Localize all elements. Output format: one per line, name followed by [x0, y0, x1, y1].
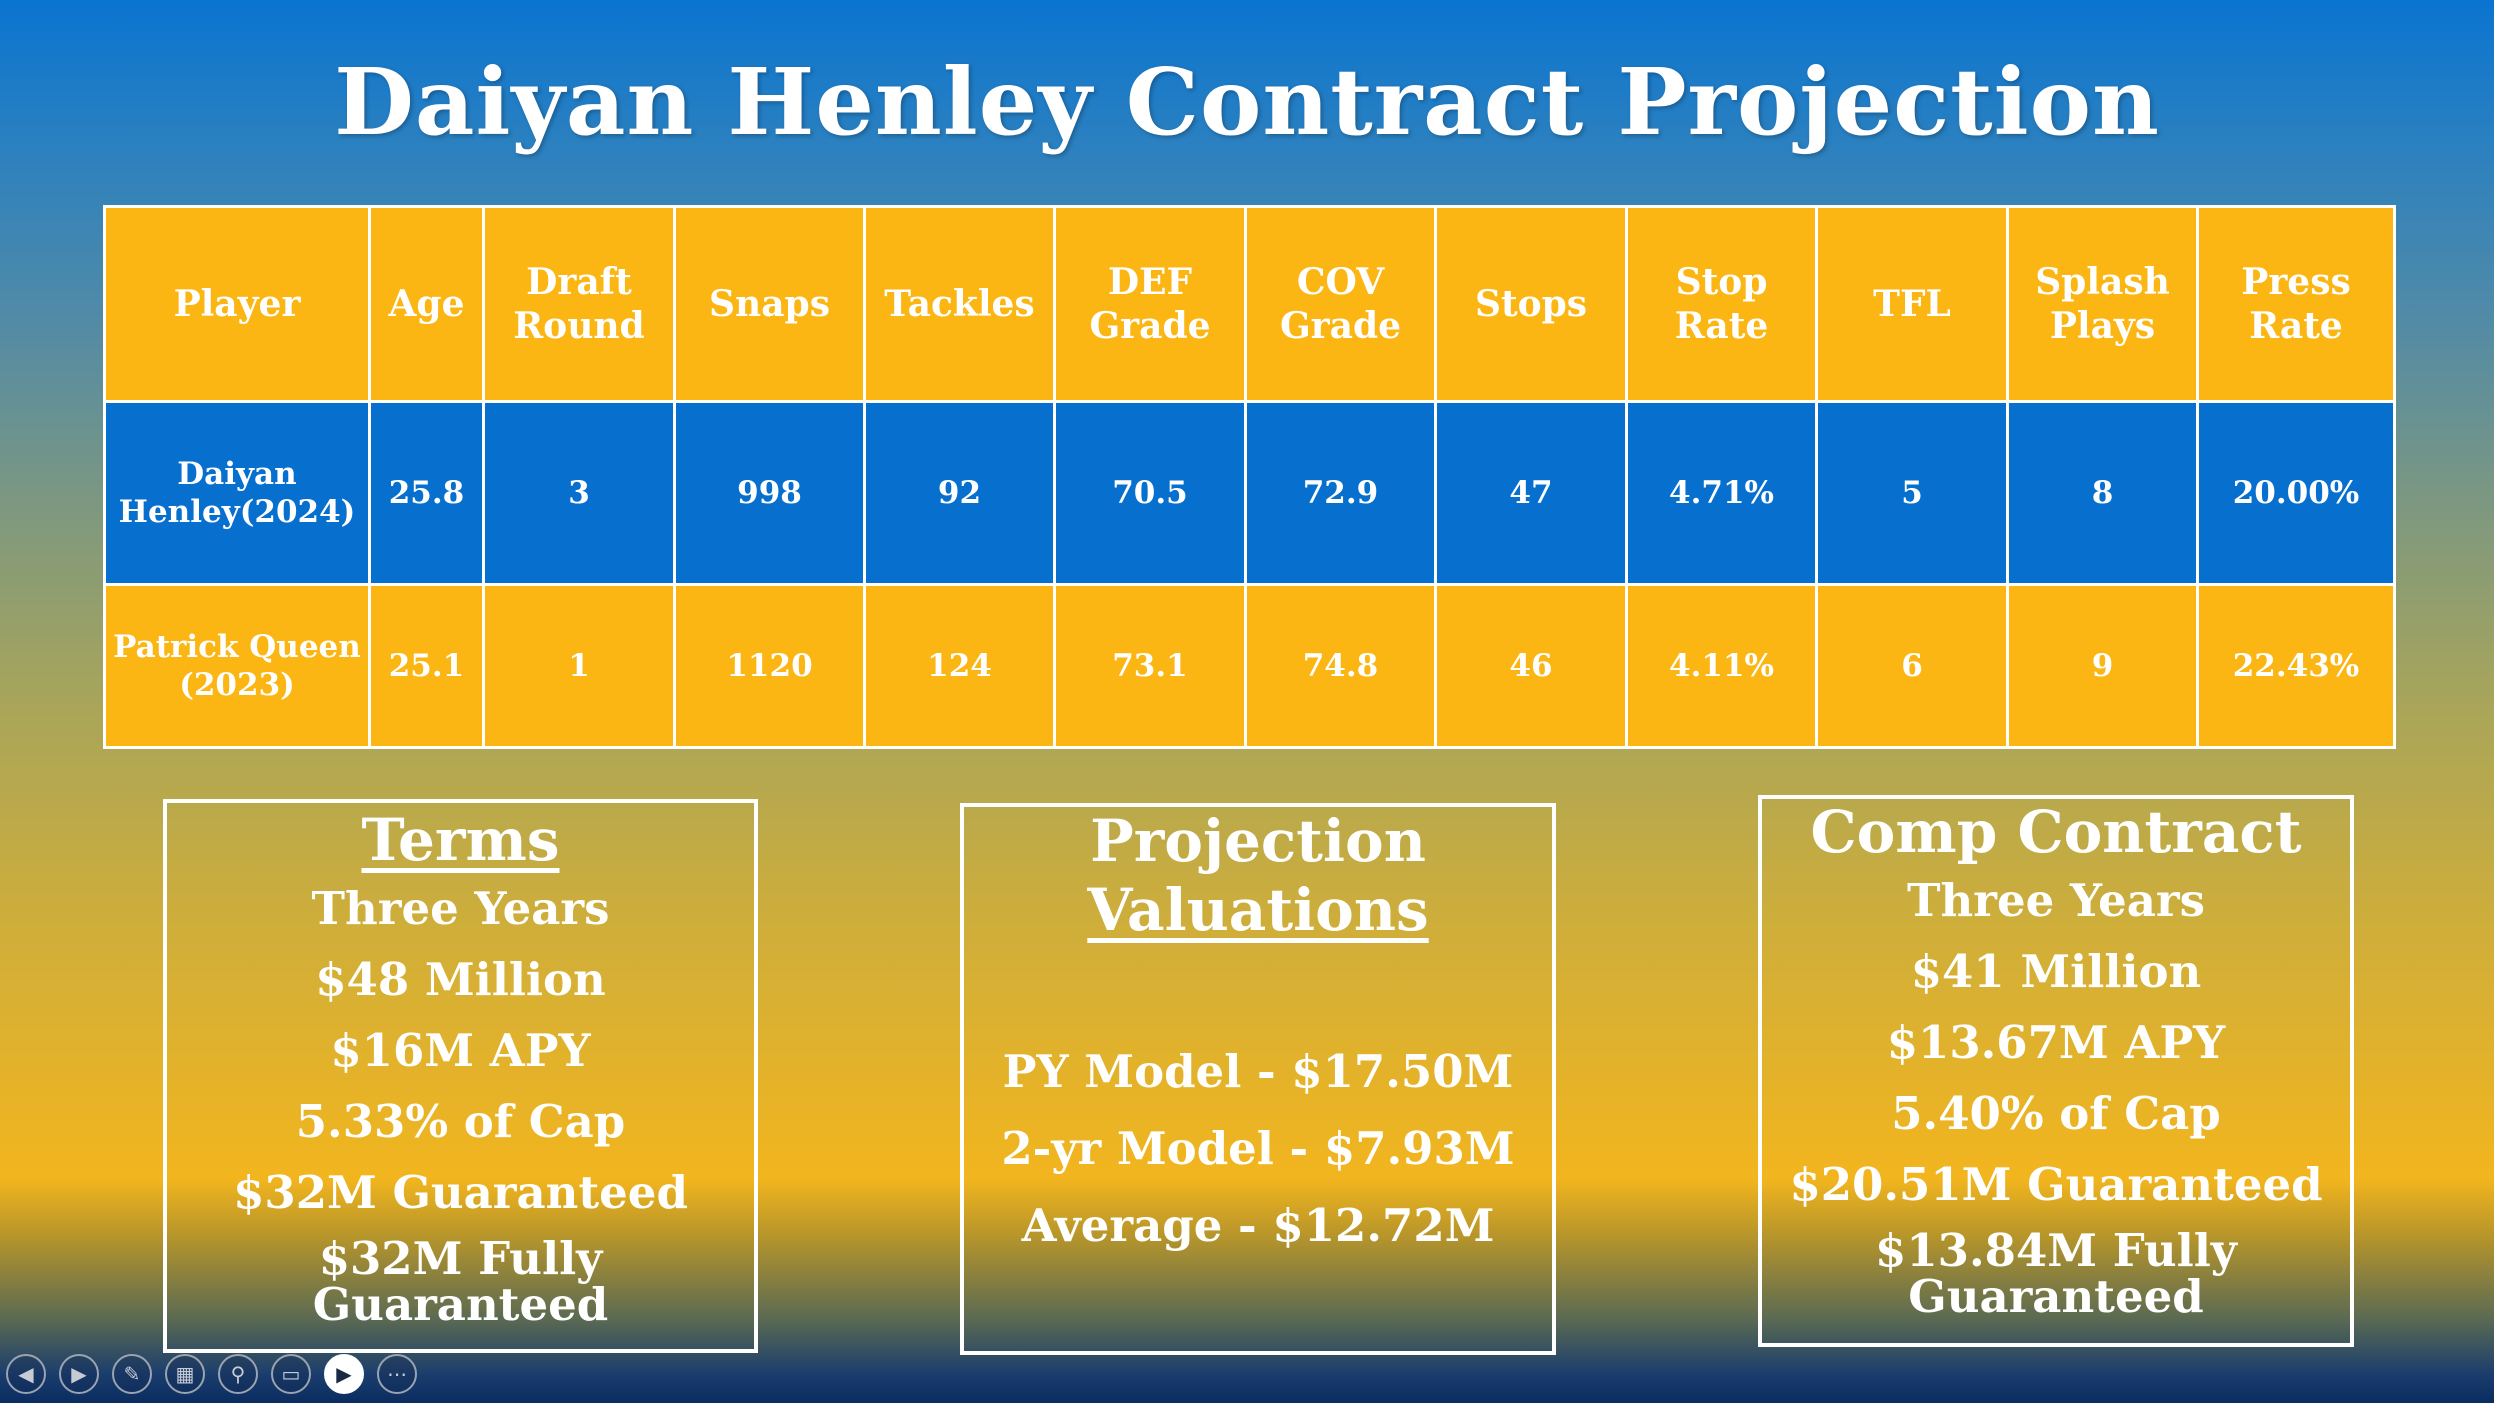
presentation-toolbar: ◀ ▶ ✎ ▦ ⚲ ▭ ▶ ⋯ [6, 1352, 417, 1396]
comp-line: $41 Million [1910, 945, 2202, 998]
table-cell: Patrick Queen (2023) [103, 583, 371, 749]
projection-line: Average - $12.72M [1021, 1199, 1495, 1252]
table-header-cell: TFL [1815, 205, 2009, 403]
more-options-icon[interactable]: ⋯ [377, 1354, 417, 1394]
comp-line: Three Years [1907, 874, 2205, 927]
table-row: Patrick Queen (2023) 25.1 1 1120 124 73.… [103, 583, 2396, 749]
table-cell: 73.1 [1053, 583, 1247, 749]
terms-line: Three Years [311, 882, 610, 935]
comp-line: 5.40% of Cap [1891, 1087, 2221, 1140]
table-cell: 8 [2006, 400, 2199, 586]
table-cell: 92 [863, 400, 1056, 586]
table-header-cell: Stops [1434, 205, 1628, 403]
projection-heading-underlined: Valuations [1087, 876, 1429, 944]
slide-title: Daiyan Henley Contract Projection [334, 48, 2160, 156]
subtitles-icon[interactable]: ▭ [271, 1354, 311, 1394]
previous-slide-icon[interactable]: ◀ [6, 1354, 46, 1394]
terms-heading: Terms [361, 806, 560, 874]
terms-line: $32M Guaranteed [233, 1166, 688, 1219]
comp-heading: Comp Contract [1810, 798, 2302, 866]
table-cell: 70.5 [1053, 400, 1247, 586]
zoom-icon[interactable]: ⚲ [218, 1354, 258, 1394]
table-cell: 25.8 [368, 400, 485, 586]
comp-line: $13.67M APY [1886, 1016, 2226, 1069]
comp-contract-box: Comp Contract Three Years $41 Million $1… [1758, 795, 2354, 1347]
table-cell: 3 [482, 400, 676, 586]
projection-line: 2-yr Model - $7.93M [1001, 1122, 1515, 1175]
table-cell: 998 [673, 400, 866, 586]
table-header-cell: Snaps [673, 205, 866, 403]
projection-line: PY Model - $17.50M [1002, 1045, 1514, 1098]
table-header-cell: Splash Plays [2006, 205, 2199, 403]
table-cell: 124 [863, 583, 1056, 749]
table-cell: Daiyan Henley(2024) [103, 400, 371, 586]
table-header-cell: Draft Round [482, 205, 676, 403]
table-cell: 5 [1815, 400, 2009, 586]
table-header-cell: Player [103, 205, 371, 403]
next-slide-icon[interactable]: ▶ [59, 1354, 99, 1394]
camera-icon[interactable]: ▶ [324, 1354, 364, 1394]
table-header-cell: Age [368, 205, 485, 403]
table-cell: 72.9 [1244, 400, 1437, 586]
table-row: Daiyan Henley(2024) 25.8 3 998 92 70.5 7… [103, 400, 2396, 586]
terms-line: $16M APY [330, 1024, 591, 1077]
terms-line: $32M Fully Guaranteed [312, 1232, 609, 1331]
table-cell: 1 [482, 583, 676, 749]
table-cell: 4.11% [1625, 583, 1818, 749]
projection-box: Projection Valuations PY Model - $17.50M… [960, 803, 1556, 1355]
slides-grid-icon[interactable]: ▦ [165, 1354, 205, 1394]
table-cell: 25.1 [368, 583, 485, 749]
stats-table: Player Age Draft Round Snaps Tackles DEF… [103, 205, 2396, 749]
table-cell: 4.71% [1625, 400, 1818, 586]
table-cell: 6 [1815, 583, 2009, 749]
table-header-cell: DEF Grade [1053, 205, 1247, 403]
table-cell: 20.00% [2196, 400, 2396, 586]
comp-line: $20.51M Guaranteed [1789, 1158, 2323, 1211]
pen-icon[interactable]: ✎ [112, 1354, 152, 1394]
table-header-cell: Tackles [863, 205, 1056, 403]
table-header-cell: Press Rate [2196, 205, 2396, 403]
table-cell: 9 [2006, 583, 2199, 749]
table-cell: 47 [1434, 400, 1628, 586]
table-cell: 22.43% [2196, 583, 2396, 749]
comp-line: $13.84M Fully Guaranteed [1875, 1224, 2237, 1323]
terms-box: Terms Three Years $48 Million $16M APY 5… [163, 799, 758, 1353]
projection-heading: Projection [1090, 807, 1426, 875]
table-cell: 1120 [673, 583, 866, 749]
table-cell: 46 [1434, 583, 1628, 749]
table-header-cell: COV Grade [1244, 205, 1437, 403]
terms-line: $48 Million [315, 953, 606, 1006]
terms-line: 5.33% of Cap [295, 1095, 626, 1148]
table-header-cell: Stop Rate [1625, 205, 1818, 403]
table-cell: 74.8 [1244, 583, 1437, 749]
table-header-row: Player Age Draft Round Snaps Tackles DEF… [103, 205, 2396, 403]
projection-values: PY Model - $17.50M 2-yr Model - $7.93M A… [964, 1033, 1552, 1264]
